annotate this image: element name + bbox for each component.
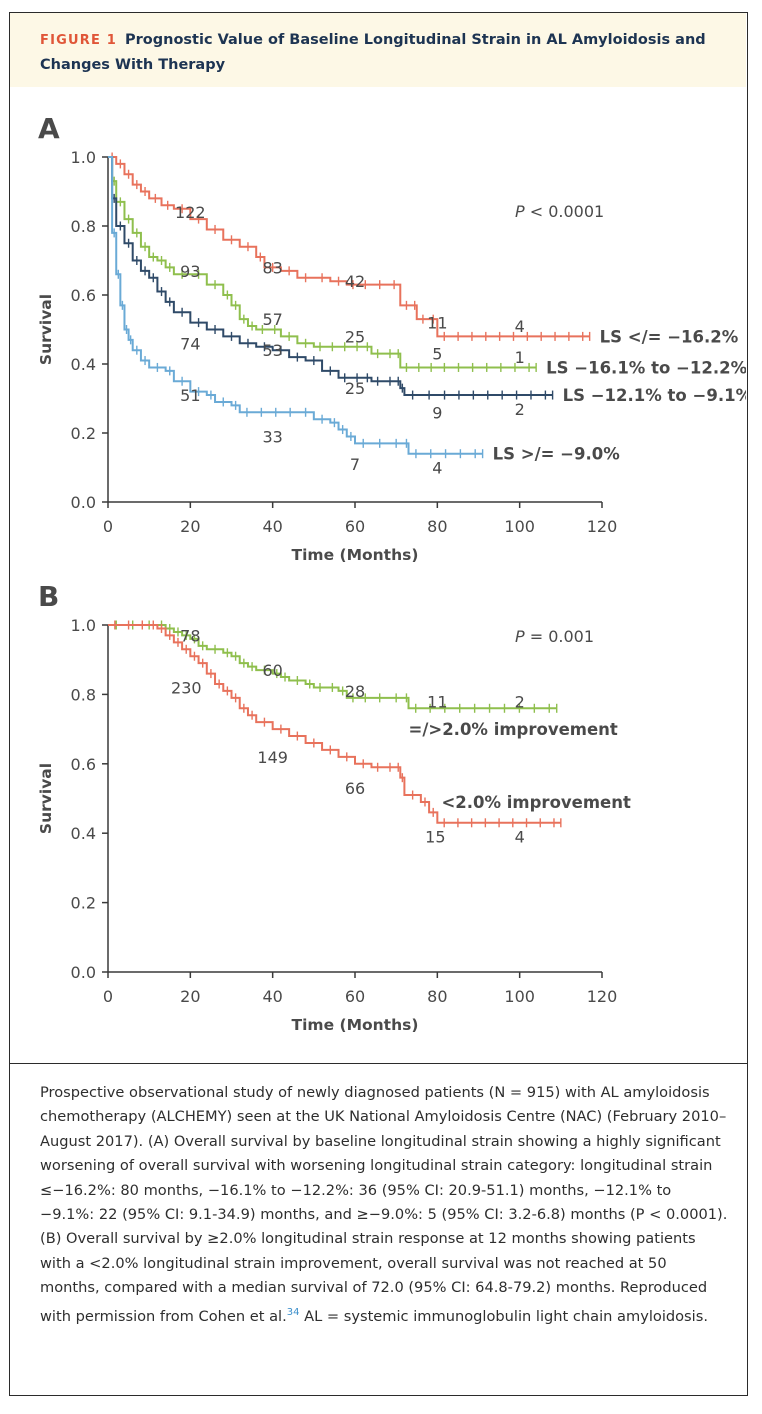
figure-title: Prognostic Value of Baseline Longitudina… bbox=[40, 32, 706, 73]
at-risk-count: 57 bbox=[262, 310, 282, 329]
at-risk-count: 15 bbox=[425, 828, 445, 847]
y-axis-label: Survival bbox=[37, 763, 55, 834]
y-tick-label: 1.0 bbox=[71, 616, 96, 635]
p-value-annotation: P < 0.0001 bbox=[515, 202, 604, 221]
figure-frame bbox=[9, 12, 748, 1396]
at-risk-count: 4 bbox=[515, 828, 525, 847]
x-tick-label: 100 bbox=[504, 987, 535, 1006]
at-risk-count: 122 bbox=[175, 203, 206, 222]
at-risk-count: 25 bbox=[345, 327, 365, 346]
y-tick-label: 0.2 bbox=[71, 894, 96, 913]
at-risk-count: 230 bbox=[171, 678, 202, 697]
x-tick-label: 100 bbox=[504, 517, 535, 536]
panel-letter: B bbox=[38, 580, 59, 613]
caption-divider bbox=[10, 1063, 747, 1064]
x-tick-label: 20 bbox=[180, 517, 200, 536]
at-risk-count: 60 bbox=[262, 661, 282, 680]
caption-tail: AL = systemic immunoglobulin light chain… bbox=[299, 1307, 708, 1325]
x-tick-label: 80 bbox=[427, 987, 447, 1006]
at-risk-count: 7 bbox=[350, 455, 360, 474]
survival-curve bbox=[108, 156, 553, 397]
at-risk-count: 4 bbox=[515, 317, 525, 336]
at-risk-count: 51 bbox=[180, 386, 200, 405]
at-risk-count: 149 bbox=[257, 748, 288, 767]
x-tick-label: 80 bbox=[427, 517, 447, 536]
at-risk-count: 2 bbox=[515, 692, 525, 711]
at-risk-count: 1 bbox=[515, 348, 525, 367]
panel-letter: A bbox=[38, 112, 60, 145]
survival-curve bbox=[108, 156, 590, 338]
series-label: =/>2.0% improvement bbox=[409, 720, 618, 739]
y-axis-label: Survival bbox=[37, 294, 55, 365]
at-risk-count: 93 bbox=[180, 262, 200, 281]
at-risk-count: 11 bbox=[427, 314, 447, 333]
survival-curve bbox=[108, 624, 561, 824]
at-risk-count: 4 bbox=[432, 459, 442, 478]
survival-curve bbox=[108, 156, 537, 369]
at-risk-count: 33 bbox=[262, 427, 282, 446]
series-label: <2.0% improvement bbox=[441, 793, 631, 812]
y-tick-label: 0.4 bbox=[71, 824, 96, 843]
x-tick-label: 40 bbox=[262, 517, 282, 536]
y-tick-label: 0.8 bbox=[71, 685, 96, 704]
figure-label: FIGURE 1 bbox=[40, 33, 118, 48]
y-tick-label: 1.0 bbox=[71, 148, 96, 167]
x-tick-label: 0 bbox=[103, 517, 113, 536]
chart-panel-a: A 0.0 0.2 0.4 0.6 0.8 1.0 0 20 40 60 80 100 120 Time (… bbox=[37, 112, 746, 564]
series-label: LS >/= −9.0% bbox=[493, 445, 621, 464]
at-risk-count: 2 bbox=[515, 400, 525, 419]
y-tick-label: 0.2 bbox=[71, 424, 96, 443]
x-tick-label: 40 bbox=[262, 987, 282, 1006]
at-risk-count: 74 bbox=[180, 334, 200, 353]
y-tick-label: 0.6 bbox=[71, 755, 96, 774]
at-risk-count: 28 bbox=[345, 682, 365, 701]
at-risk-count: 9 bbox=[432, 403, 442, 422]
series-label: LS </= −16.2% bbox=[600, 327, 739, 346]
caption-text: Prospective observational study of newly… bbox=[40, 1084, 728, 1325]
figure-caption: Prospective observational study of newly… bbox=[40, 1081, 730, 1329]
x-tick-label: 60 bbox=[345, 987, 365, 1006]
at-risk-count: 53 bbox=[262, 341, 282, 360]
y-tick-label: 0.6 bbox=[71, 286, 96, 305]
at-risk-count: 66 bbox=[345, 779, 365, 798]
at-risk-count: 11 bbox=[427, 692, 447, 711]
x-tick-label: 0 bbox=[103, 987, 113, 1006]
at-risk-count: 83 bbox=[262, 258, 282, 277]
caption-reference: 34 bbox=[286, 1306, 300, 1318]
survival-curve bbox=[108, 156, 483, 455]
y-tick-label: 0.8 bbox=[71, 217, 96, 236]
x-axis-label: Time (Months) bbox=[292, 1016, 419, 1034]
x-tick-label: 120 bbox=[587, 987, 618, 1006]
x-tick-label: 20 bbox=[180, 987, 200, 1006]
series-label: LS −12.1% to −9.1% bbox=[563, 386, 746, 405]
at-risk-count: 25 bbox=[345, 379, 365, 398]
at-risk-count: 42 bbox=[345, 272, 365, 291]
y-tick-label: 0.4 bbox=[71, 355, 96, 374]
at-risk-count: 78 bbox=[180, 626, 200, 645]
x-tick-label: 120 bbox=[587, 517, 618, 536]
y-tick-label: 0.0 bbox=[71, 963, 96, 982]
chart-panel-b: B 0.0 0.2 0.4 0.6 0.8 1.0 0 20 40 60 80 100 120 Time (… bbox=[37, 580, 631, 1034]
y-tick-label: 0.0 bbox=[71, 493, 96, 512]
series-label: LS −16.1% to −12.2% bbox=[546, 358, 746, 377]
x-axis-label: Time (Months) bbox=[292, 546, 419, 564]
figure-title-line: FIGURE 1 Prognostic Value of Baseline Lon… bbox=[40, 28, 716, 78]
at-risk-count: 5 bbox=[432, 345, 442, 364]
figure-header: FIGURE 1 Prognostic Value of Baseline Lon… bbox=[10, 13, 746, 87]
p-value-annotation: P = 0.001 bbox=[515, 627, 594, 646]
x-tick-label: 60 bbox=[345, 517, 365, 536]
